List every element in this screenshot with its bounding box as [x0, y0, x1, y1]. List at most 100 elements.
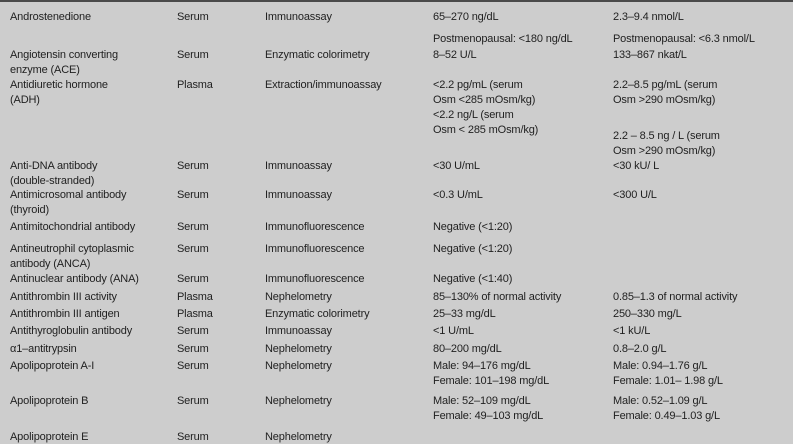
cell-text-line: Serum	[177, 160, 209, 172]
specimen-cell: Serum	[177, 242, 265, 257]
specimen-cell: Plasma	[177, 307, 265, 322]
cell-text-line: Osm >290 mOsm/kg)	[613, 94, 716, 106]
cell-text-line: 2.2–8.5 pg/mL (serum	[613, 79, 718, 91]
cell-text-line: Male: 52–109 mg/dL	[433, 395, 531, 407]
cell-text-line: Male: 94–176 mg/dL	[433, 360, 531, 372]
test-name-cell: Antidiuretic hormone (ADH)	[10, 78, 177, 108]
method-cell: Nephelometry	[265, 290, 433, 305]
cell-text-line: Apolipoprotein E	[10, 431, 89, 443]
conventional-units-cell: Male: 52–109 mg/dL Female: 49–103 mg/dL	[433, 394, 613, 424]
line-spacer	[613, 115, 785, 122]
cell-text-line: Nephelometry	[265, 291, 332, 303]
specimen-cell: Plasma	[177, 290, 265, 305]
cell-text-line: <0.3 U/mL	[433, 189, 483, 201]
conventional-units-cell: 80–200 mg/dL	[433, 342, 613, 357]
method-cell: Enzymatic colorimetry	[265, 307, 433, 322]
method-cell: Immunoassay	[265, 324, 433, 339]
conventional-units-cell: <0.3 U/mL	[433, 188, 613, 203]
method-cell: Extraction/immunoassay	[265, 78, 433, 93]
test-name-cell: Anti-DNA antibody (double-stranded)	[10, 159, 177, 189]
test-name-cell: Antineutrophil cytoplasmic antibody (ANCA…	[10, 242, 177, 272]
cell-text-line: 250–330 mg/L	[613, 308, 682, 320]
specimen-cell: Serum	[177, 359, 265, 374]
cell-text-line: 85–130% of normal activity	[433, 291, 562, 303]
table-row: Androstenedione Serum Immunoassay 65–270 ng…	[0, 10, 793, 48]
cell-text-line: Nephelometry	[265, 431, 332, 443]
cell-text-line: Immunofluorescence	[265, 273, 365, 285]
cell-text-line: Serum	[177, 360, 209, 372]
test-name-cell: Apolipoprotein E	[10, 430, 177, 444]
cell-text-line: <2.2 pg/mL (serum	[433, 79, 523, 91]
cell-text-line: Immunoassay	[265, 189, 332, 201]
conventional-units-cell: 85–130% of normal activity	[433, 290, 613, 305]
cell-text-line: Immunoassay	[265, 325, 332, 337]
specimen-cell: Serum	[177, 430, 265, 444]
si-units-cell: <300 U/L	[613, 188, 793, 203]
cell-text-line: Antithrombin III activity	[10, 291, 117, 303]
cell-text-line: <1 kU/L	[613, 325, 651, 337]
cell-text-line: 80–200 mg/dL	[433, 343, 502, 355]
specimen-cell: Serum	[177, 159, 265, 174]
cell-text-line: Serum	[177, 49, 209, 61]
table-row: Apolipoprotein B Serum Nephelometry Male: 5…	[0, 394, 793, 430]
specimen-cell: Serum	[177, 10, 265, 25]
cell-text-line: Plasma	[177, 308, 213, 320]
cell-text-line: Antinuclear antibody (ANA)	[10, 273, 139, 285]
method-cell: Immunofluorescence	[265, 272, 433, 287]
cell-text-line: (ADH)	[10, 94, 40, 106]
test-name-cell: Androstenedione	[10, 10, 177, 25]
method-cell: Nephelometry	[265, 342, 433, 357]
lab-reference-table: Androstenedione Serum Immunoassay 65–270 ng…	[0, 10, 793, 444]
cell-text-line: Serum	[177, 325, 209, 337]
method-cell: Immunoassay	[265, 159, 433, 174]
cell-text-line: <30 kU/ L	[613, 160, 660, 172]
cell-text-line: Female: 49–103 mg/dL	[433, 410, 544, 422]
conventional-units-cell: <2.2 pg/mL (serum Osm <285 mOsm/kg) <2.2 n…	[433, 78, 613, 138]
test-name-cell: Antithrombin III activity	[10, 290, 177, 305]
cell-text-line: Serum	[177, 189, 209, 201]
table-row: Antithrombin III antigen Plasma Enzymatic …	[0, 307, 793, 324]
cell-text-line: Apolipoprotein A-I	[10, 360, 95, 372]
cell-text-line: Plasma	[177, 79, 213, 91]
cell-text-line: Nephelometry	[265, 360, 332, 372]
cell-text-line: Serum	[177, 273, 209, 285]
cell-text-line: Angiotensin converting	[10, 49, 118, 61]
cell-text-line: Androstenedione	[10, 11, 91, 23]
cell-text-line: Antithyroglobulin antibody	[10, 325, 133, 337]
cell-text-line: Negative (<1:20)	[433, 243, 513, 255]
test-name-cell: Angiotensin converting enzyme (ACE)	[10, 48, 177, 78]
si-units-cell: 0.85–1.3 of normal activity	[613, 290, 793, 305]
cell-text-line: Immunoassay	[265, 11, 332, 23]
cell-text-line: Antidiuretic hormone	[10, 79, 108, 91]
table-row: Antithrombin III activity Plasma Nephelome…	[0, 290, 793, 307]
cell-text-line: Enzymatic colorimetry	[265, 49, 370, 61]
conventional-units-cell: <1 U/mL	[433, 324, 613, 339]
method-cell: Nephelometry	[265, 359, 433, 374]
si-units-cell: 2.3–9.4 nmol/L Postmenopausal: <6.3 nmol/…	[613, 10, 793, 47]
cell-text-line: Serum	[177, 11, 209, 23]
cell-text-line: Immunofluorescence	[265, 221, 365, 233]
si-units-cell: <30 kU/ L	[613, 159, 793, 174]
conventional-units-cell: 25–33 mg/dL	[433, 307, 613, 322]
method-cell: Nephelometry	[265, 394, 433, 409]
method-cell: Immunofluorescence	[265, 220, 433, 235]
test-name-cell: Antimitochondrial antibody	[10, 220, 177, 235]
cell-text-line: Extraction/immunoassay	[265, 79, 382, 91]
cell-text-line: Male: 0.52–1.09 g/L	[613, 395, 708, 407]
cell-text-line: Plasma	[177, 291, 213, 303]
cell-text-line: 65–270 ng/dL	[433, 11, 499, 23]
cell-text-line: Female: 101–198 mg/dL	[433, 375, 550, 387]
test-name-cell: Antinuclear antibody (ANA)	[10, 272, 177, 287]
cell-text-line: antibody (ANCA)	[10, 258, 91, 270]
line-spacer	[613, 108, 785, 115]
test-name-cell: Antithyroglobulin antibody	[10, 324, 177, 339]
specimen-cell: Serum	[177, 188, 265, 203]
specimen-cell: Serum	[177, 220, 265, 235]
line-spacer	[613, 122, 785, 129]
cell-text-line: Serum	[177, 395, 209, 407]
specimen-cell: Serum	[177, 394, 265, 409]
cell-text-line: Male: 0.94–1.76 g/L	[613, 360, 708, 372]
conventional-units-cell: Negative (<1:40)	[433, 272, 613, 287]
test-name-cell: Antithrombin III antigen	[10, 307, 177, 322]
